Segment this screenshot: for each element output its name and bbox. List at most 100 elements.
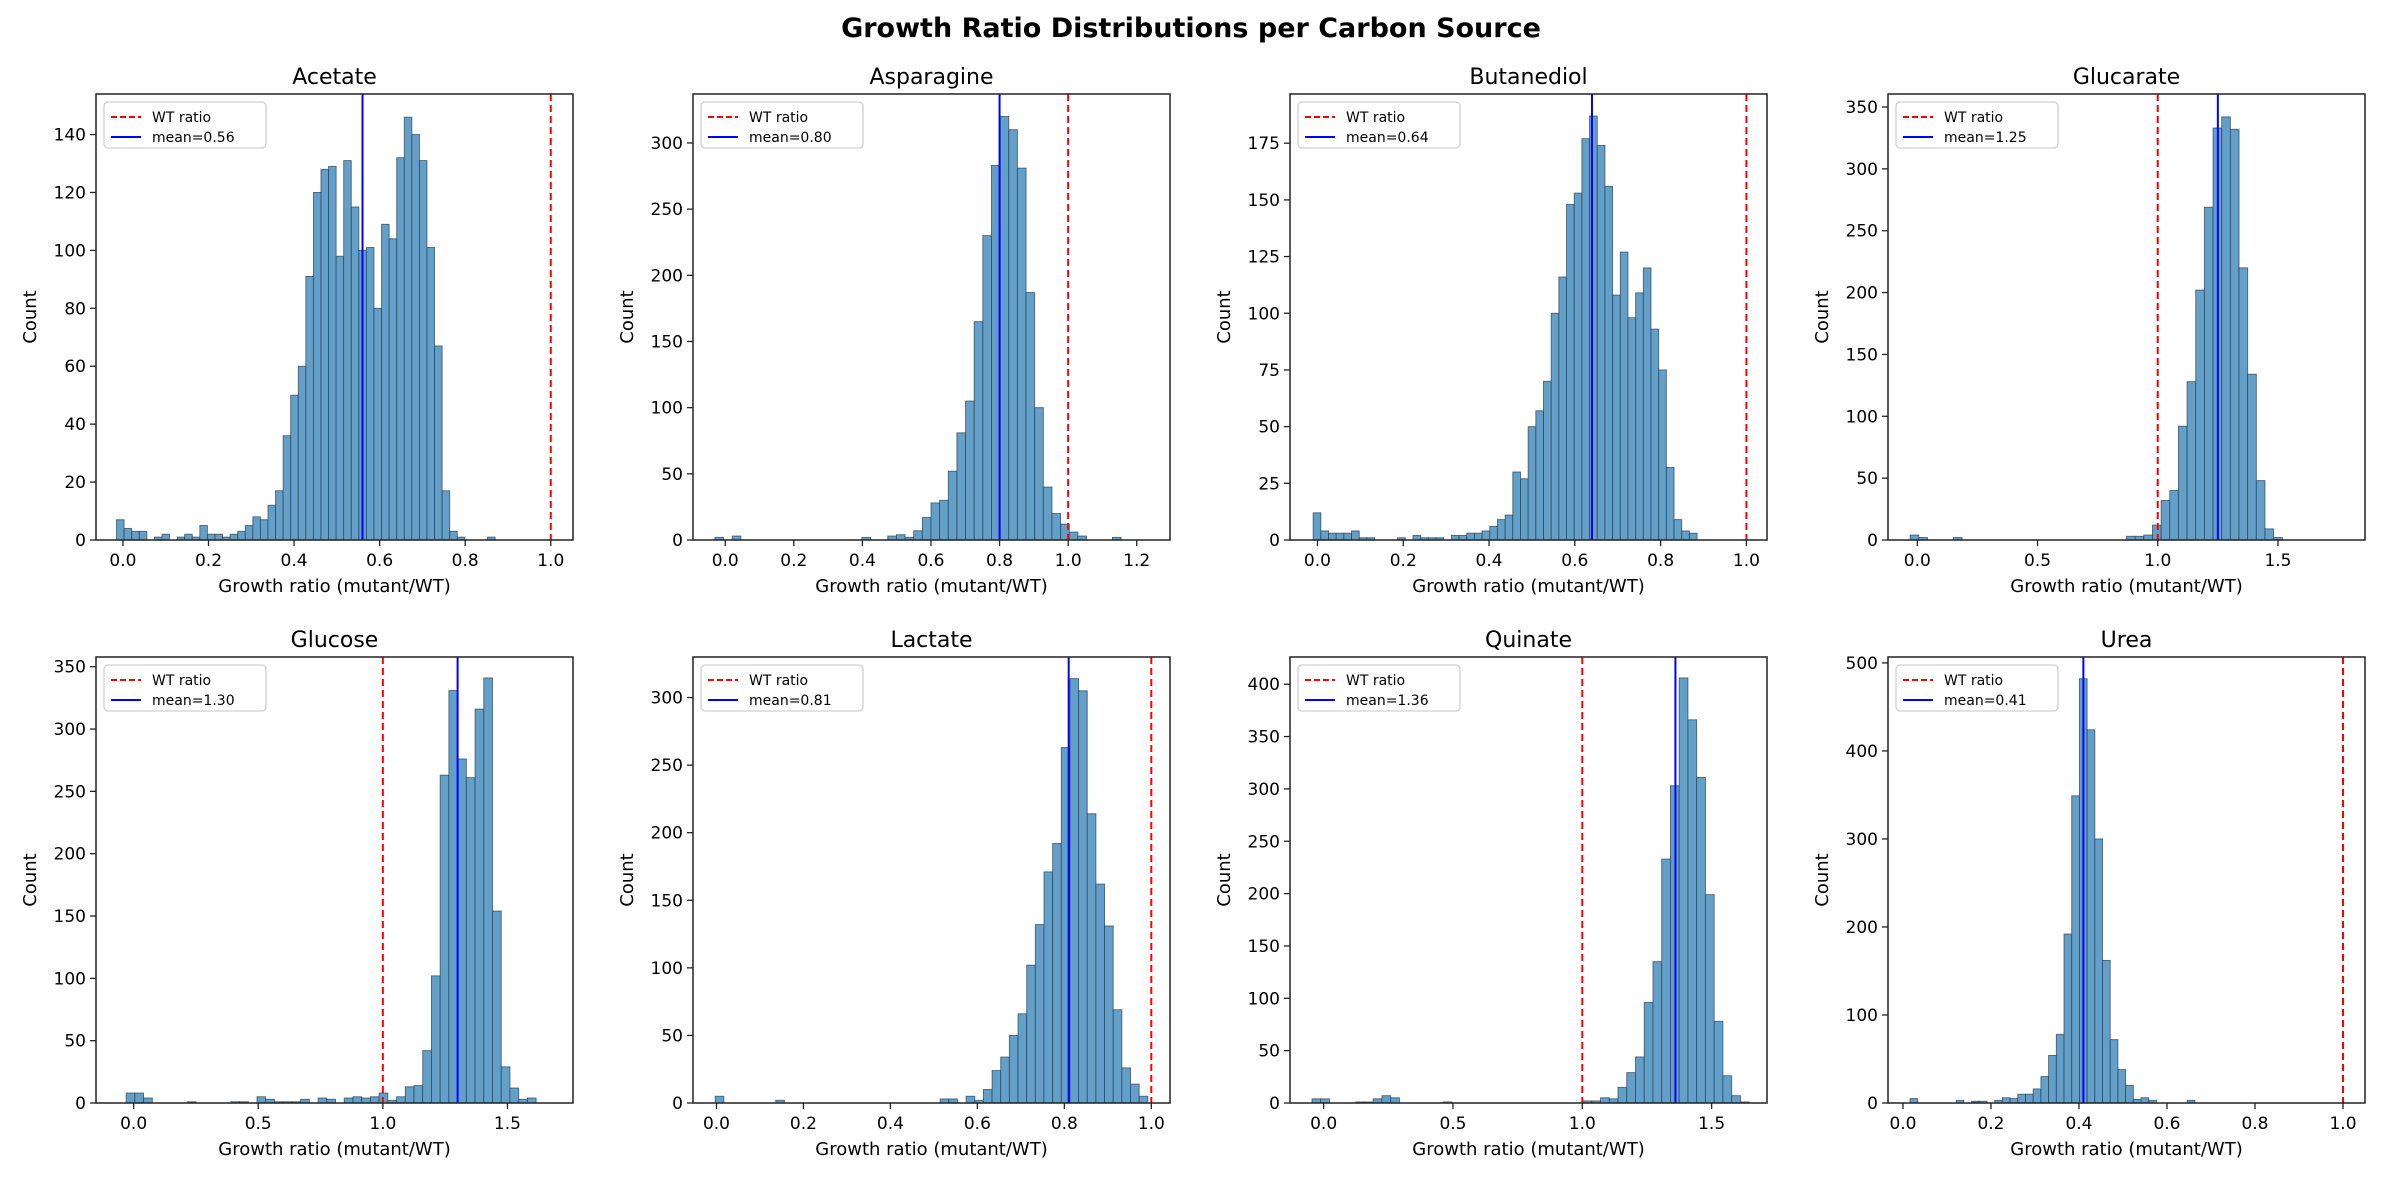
histogram-bar bbox=[1043, 871, 1054, 1104]
y-axis-label: Count bbox=[20, 290, 41, 343]
x-tick-label: 0.0 bbox=[109, 551, 136, 571]
y-axis-label: Count bbox=[617, 853, 638, 906]
histogram-bar bbox=[439, 774, 450, 1104]
legend-wt-label: WT ratio bbox=[1346, 110, 1405, 126]
legend-box bbox=[1297, 664, 1461, 712]
legend-box bbox=[1895, 664, 2059, 712]
legend: WT ratio mean=0.81 bbox=[700, 664, 864, 712]
histogram-bar bbox=[2238, 267, 2249, 541]
histogram-bar bbox=[1008, 129, 1018, 541]
histogram-bar bbox=[1612, 294, 1621, 541]
histogram-bar bbox=[305, 276, 314, 541]
histogram-bar bbox=[404, 1086, 415, 1104]
histogram-bar bbox=[369, 1096, 380, 1104]
legend: WT ratio mean=0.56 bbox=[103, 101, 267, 149]
legend-wt-label: WT ratio bbox=[749, 110, 808, 126]
histogram-bar bbox=[1095, 883, 1106, 1104]
histogram-bar bbox=[1527, 426, 1537, 541]
histogram-bar bbox=[2140, 1097, 2150, 1104]
legend-wt-label: WT ratio bbox=[749, 673, 808, 689]
x-tick-label: 0.8 bbox=[986, 551, 1013, 571]
legend-box bbox=[700, 101, 864, 149]
y-tick-label: 50 bbox=[1856, 469, 1878, 489]
x-axis-label: Growth ratio (mutant/WT) bbox=[815, 576, 1048, 597]
y-tick-label: 100 bbox=[1846, 407, 1878, 427]
histogram-bar bbox=[1687, 719, 1698, 1104]
y-tick-label: 0 bbox=[1867, 531, 1878, 551]
legend-box bbox=[103, 664, 267, 712]
subplot-title: Glucose bbox=[291, 628, 379, 653]
subplot-glucarate: 0.0 0.5 1.0 1.5 0 50 100 150 200 250 300 350 Glucara… bbox=[1812, 65, 2366, 597]
x-axis-label: Growth ratio (mutant/WT) bbox=[218, 1139, 451, 1160]
histogram-bar bbox=[2094, 838, 2103, 1104]
histogram-bar bbox=[2255, 480, 2266, 541]
histogram-bar bbox=[2169, 490, 2179, 541]
histogram-bar bbox=[2048, 1055, 2057, 1104]
axes-frame bbox=[1887, 93, 2366, 541]
histogram-bar bbox=[1025, 292, 1036, 541]
histogram-bar bbox=[1635, 292, 1644, 541]
histogram-bar bbox=[956, 432, 967, 541]
y-tick-label: 400 bbox=[1846, 742, 1878, 762]
histogram-bar bbox=[2125, 1084, 2134, 1104]
histogram-bar bbox=[396, 157, 405, 541]
y-tick-label: 175 bbox=[1248, 134, 1280, 154]
subplot-title: Acetate bbox=[292, 65, 377, 90]
x-tick-label: 0.8 bbox=[2241, 1114, 2268, 1134]
y-tick-label: 0 bbox=[1269, 531, 1280, 551]
y-tick-label: 200 bbox=[651, 824, 683, 844]
histogram-bar bbox=[411, 134, 420, 541]
y-tick-label: 100 bbox=[54, 241, 86, 261]
histogram-bar bbox=[1121, 1067, 1131, 1104]
x-axis-label: Growth ratio (mutant/WT) bbox=[1412, 1139, 1645, 1160]
legend-mean-label: mean=0.64 bbox=[1346, 130, 1429, 146]
histogram-bar bbox=[1381, 1095, 1392, 1104]
histogram-bar bbox=[1489, 525, 1498, 541]
axes-frame bbox=[95, 656, 574, 1104]
y-tick-label: 0 bbox=[1269, 1094, 1280, 1114]
axes-frame bbox=[1289, 656, 1768, 1104]
x-tick-label: 1.2 bbox=[1123, 551, 1150, 571]
legend-box bbox=[1297, 101, 1461, 149]
histogram-bar bbox=[1034, 407, 1044, 541]
histogram-bar bbox=[1558, 276, 1567, 541]
y-axis-label: Count bbox=[1214, 290, 1235, 343]
x-tick-label: 0.0 bbox=[1304, 551, 1331, 571]
legend: WT ratio mean=1.36 bbox=[1297, 664, 1461, 712]
x-axis-label: Growth ratio (mutant/WT) bbox=[815, 1139, 1048, 1160]
histogram-bar bbox=[352, 1096, 363, 1104]
y-tick-label: 40 bbox=[64, 415, 86, 435]
y-tick-label: 150 bbox=[651, 891, 683, 911]
y-axis-label: Count bbox=[20, 853, 41, 906]
histogram-bar bbox=[1312, 512, 1322, 541]
histogram-bar bbox=[1713, 1020, 1724, 1104]
x-tick-label: 0.0 bbox=[1310, 1114, 1337, 1134]
x-tick-label: 0.5 bbox=[245, 1114, 272, 1134]
y-tick-label: 300 bbox=[1846, 160, 1878, 180]
histogram-bar bbox=[973, 321, 984, 541]
histogram-bar bbox=[312, 192, 322, 541]
histogram-bar bbox=[492, 910, 502, 1104]
y-tick-label: 100 bbox=[1248, 989, 1280, 1009]
histogram-bar bbox=[1138, 1095, 1149, 1104]
legend: WT ratio mean=0.80 bbox=[700, 101, 864, 149]
histogram-bar bbox=[2229, 128, 2240, 541]
histogram-bar bbox=[465, 777, 476, 1104]
histogram-bar bbox=[947, 470, 958, 541]
histogram-bar bbox=[388, 238, 398, 541]
y-tick-label: 0 bbox=[672, 1094, 683, 1114]
x-tick-label: 0.6 bbox=[2153, 1114, 2180, 1134]
legend-wt-label: WT ratio bbox=[152, 673, 211, 689]
histogram-bar bbox=[1658, 369, 1667, 541]
histogram-bar bbox=[474, 708, 485, 1104]
y-tick-label: 300 bbox=[1846, 830, 1878, 850]
histogram-bar bbox=[1600, 1097, 1610, 1104]
subplot-title: Glucarate bbox=[2073, 65, 2180, 90]
histogram-bar bbox=[396, 1096, 406, 1104]
histogram-bar bbox=[457, 758, 467, 1104]
x-tick-label: 0.8 bbox=[1051, 1114, 1078, 1134]
histogram-bar bbox=[1086, 813, 1097, 1104]
x-tick-label: 1.0 bbox=[2144, 551, 2171, 571]
histogram-bar bbox=[350, 206, 360, 541]
histogram-bar bbox=[1016, 167, 1027, 541]
